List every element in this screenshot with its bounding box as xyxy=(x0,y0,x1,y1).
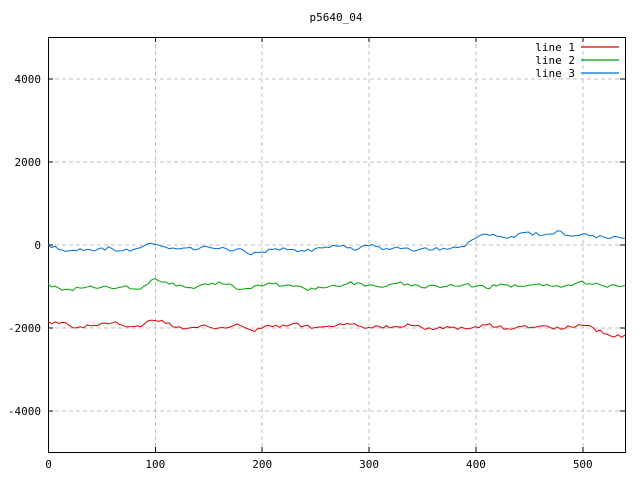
chart-title: p5640_04 xyxy=(310,11,363,24)
x-tick-label: 300 xyxy=(359,458,379,471)
y-tick-label: 4000 xyxy=(15,73,42,86)
legend-row: line 2 xyxy=(535,54,619,67)
series-line-2 xyxy=(47,278,626,292)
legend-label-line1: line 1 xyxy=(535,41,575,54)
legend-row: line 1 xyxy=(535,41,619,54)
legend-label-line3: line 3 xyxy=(535,67,575,80)
x-tick-label: 200 xyxy=(252,458,272,471)
x-tick-label: 400 xyxy=(466,458,486,471)
legend: line 1 line 2 line 3 xyxy=(535,41,619,80)
series-line-1 xyxy=(47,319,626,338)
x-tick-label: 100 xyxy=(145,458,165,471)
y-tick-label: -4000 xyxy=(8,405,41,418)
x-tick-label: 500 xyxy=(573,458,593,471)
legend-row: line 3 xyxy=(535,67,619,80)
series-layer xyxy=(47,230,626,338)
grid-layer xyxy=(48,37,625,452)
x-tick-label: 0 xyxy=(45,458,52,471)
y-tick-label: -2000 xyxy=(8,322,41,335)
series-line-3 xyxy=(47,230,626,256)
y-tick-label: 2000 xyxy=(15,156,42,169)
axis-layer: 0 100 200 300 400 500 -4000 -2000 0 2000 4000 xyxy=(8,37,626,471)
legend-label-line2: line 2 xyxy=(535,54,575,67)
y-tick-label: 0 xyxy=(34,239,41,252)
